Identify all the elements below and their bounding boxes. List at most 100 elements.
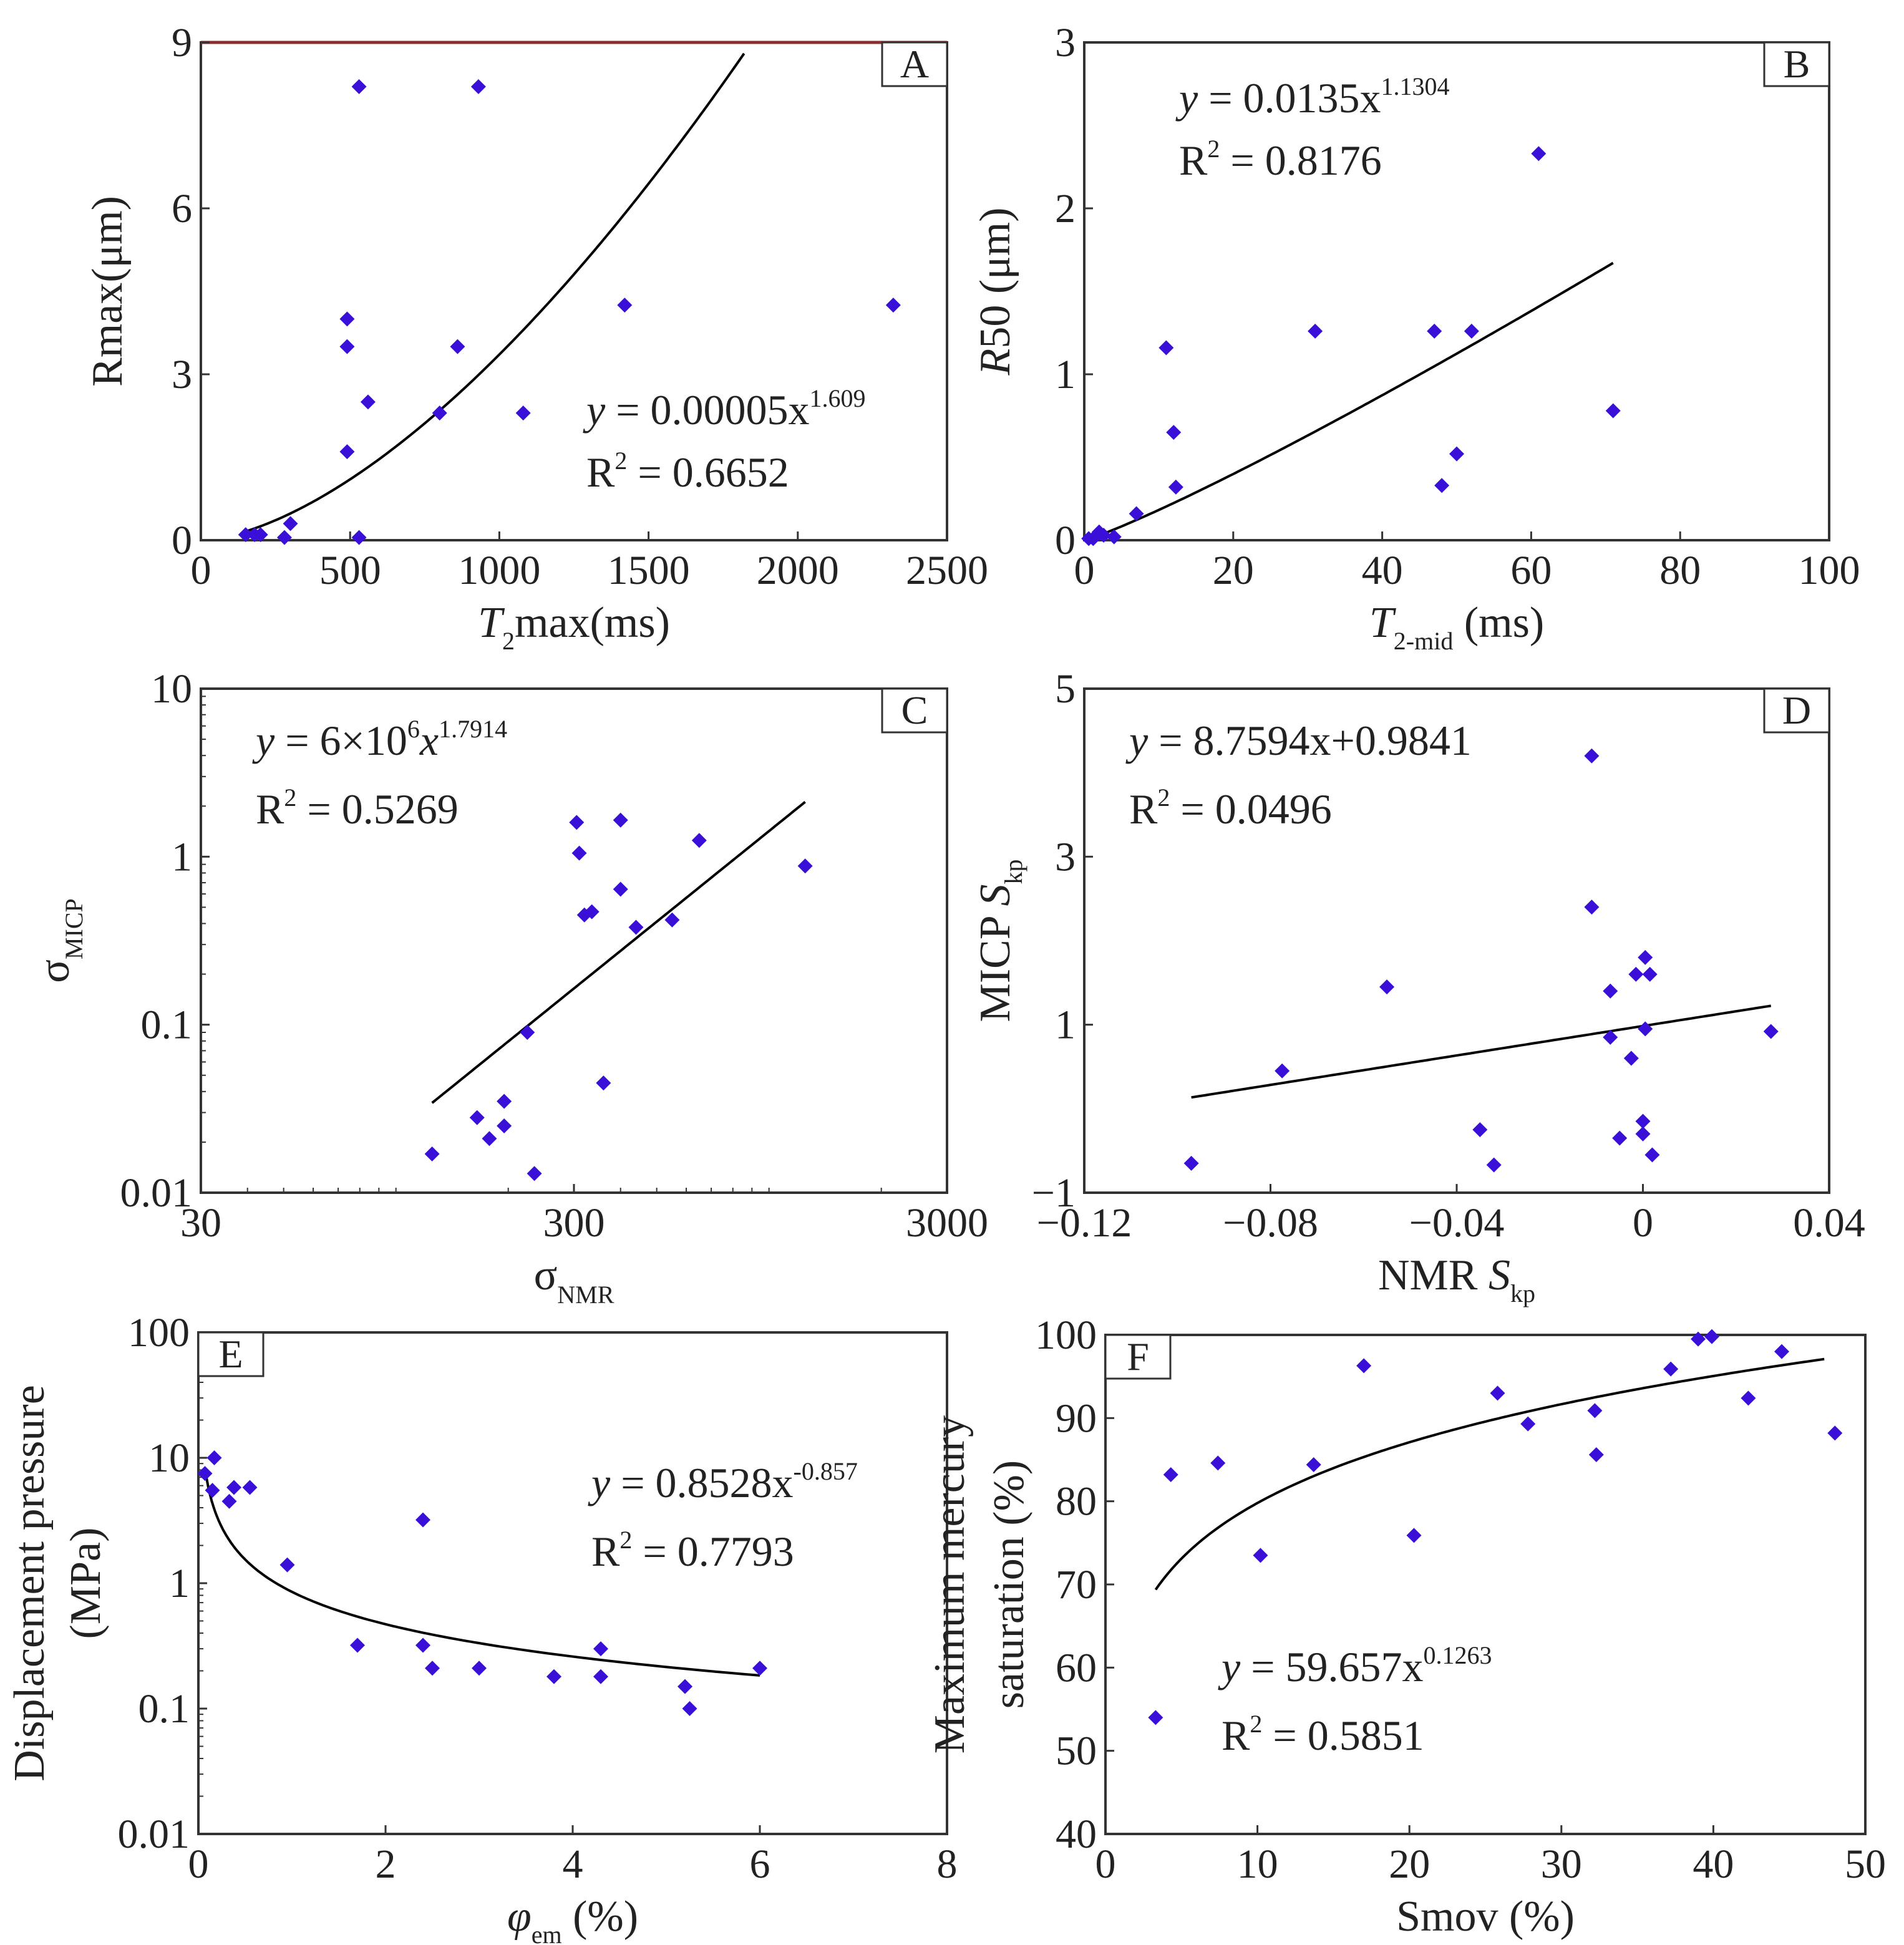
data-point — [613, 881, 628, 897]
x-tick-label: 40 — [1693, 1841, 1734, 1887]
fit-equation: y = 0.0135x1.1304 — [1175, 72, 1450, 122]
r-squared: R2 = 0.5269 — [256, 783, 459, 833]
data-point — [247, 527, 263, 543]
y-tick-label: 70 — [1056, 1562, 1097, 1608]
data-point — [469, 1110, 485, 1125]
x-axis-label: φem (%) — [507, 1893, 638, 1945]
data-point — [1490, 1385, 1505, 1401]
x-tick-label: 0 — [1095, 1841, 1116, 1887]
data-point — [1642, 966, 1658, 982]
x-tick-label: 8 — [937, 1841, 958, 1887]
y-tick-label: 3 — [1055, 20, 1076, 65]
y-axis-label: Rmax(μm) — [84, 196, 132, 387]
data-point — [885, 298, 901, 313]
data-point — [546, 1669, 561, 1684]
data-point — [1166, 425, 1182, 440]
x-axis-label: NMR Skp — [1378, 1251, 1535, 1307]
x-tick-label: 60 — [1510, 548, 1552, 593]
data-point — [1638, 949, 1653, 965]
data-point — [1096, 528, 1112, 543]
fit-equation: y = 0.00005x1.609 — [583, 384, 866, 434]
y-tick-label: 1 — [172, 834, 192, 880]
data-point — [1163, 1467, 1178, 1482]
x-tick-label: 20 — [1213, 548, 1254, 593]
data-point — [1663, 1361, 1679, 1377]
data-point — [360, 394, 376, 410]
y-tick-label: 1 — [1055, 352, 1076, 397]
data-point — [1148, 1710, 1163, 1725]
panel-tag: E — [218, 1332, 243, 1376]
x-tick-label: −0.12 — [1037, 1200, 1132, 1246]
y-axis-label-line1: Displacement pressure — [6, 1385, 54, 1782]
x-tick-label: 50 — [1845, 1841, 1886, 1887]
data-point — [527, 1166, 542, 1181]
r-squared: R2 = 0.8176 — [1179, 135, 1382, 184]
data-point — [283, 516, 298, 531]
y-tick-label: 9 — [172, 20, 192, 65]
data-point — [1449, 446, 1464, 462]
data-point — [1486, 1157, 1502, 1173]
y-tick-label: 0.01 — [118, 1812, 190, 1857]
data-point — [351, 530, 367, 545]
data-point — [1605, 403, 1621, 419]
data-point — [752, 1661, 767, 1676]
fit-equation: y = 59.657x0.1263 — [1218, 1641, 1492, 1690]
fit-equation: y = 0.8528x-0.857 — [588, 1457, 858, 1506]
y-tick-label: 1 — [169, 1561, 190, 1606]
data-point — [664, 912, 680, 928]
r-squared: R2 = 0.0496 — [1129, 783, 1332, 833]
panel-c: 30 300 3000 0.01 0.1 1 10 Cy = 6×106x1.7914 R2 =… — [31, 666, 988, 1309]
data-point — [351, 79, 367, 94]
y-tick-label: 100 — [1035, 1312, 1097, 1358]
data-point — [497, 1118, 512, 1133]
data-point — [424, 1146, 440, 1162]
data-point — [242, 1480, 258, 1495]
fit-equation: y = 6×106x1.7914 — [252, 715, 507, 764]
panel-f: 0 10 20 30 40 50 40 50 60 70 80 90 100 Fy = 59.657x0.… — [926, 1312, 1886, 1941]
data-point — [339, 444, 355, 460]
panel-tag-box — [881, 687, 948, 734]
fit-line — [1091, 261, 1614, 540]
panel-d: −0.12 −0.08 −0.04 0 0.04 −1 1 3 5 Dy = 8.7594x+0.… — [971, 666, 1865, 1307]
data-point — [1603, 1029, 1618, 1045]
y-tick-label: 6 — [172, 186, 192, 231]
data-point — [593, 1641, 608, 1657]
data-point — [678, 1679, 692, 1694]
data-point — [221, 1493, 237, 1509]
x-tick-label: 1500 — [608, 548, 690, 593]
r-squared: R2 = 0.7793 — [591, 1526, 794, 1575]
y-tick-label: 0.1 — [141, 1002, 193, 1048]
x-axis-label: Smov (%) — [1396, 1893, 1575, 1941]
data-point — [593, 1669, 608, 1684]
data-point — [1406, 1528, 1422, 1543]
x-axis-label: T2max(ms) — [478, 599, 670, 655]
data-point — [482, 1131, 497, 1147]
plot-frame — [1083, 41, 1830, 541]
x-tick-label: 20 — [1389, 1841, 1430, 1887]
x-tick-label: 0 — [1633, 1200, 1653, 1246]
x-tick-label: −0.08 — [1223, 1200, 1318, 1246]
fit-line — [1191, 1004, 1772, 1099]
data-point — [1306, 1457, 1321, 1472]
y-tick-label: 80 — [1056, 1479, 1097, 1525]
data-point — [1603, 983, 1618, 999]
data-point — [617, 298, 633, 313]
data-point — [520, 1024, 535, 1040]
y-axis-label-line1: Maximum mercury — [926, 1415, 974, 1753]
data-point — [1106, 529, 1122, 545]
y-axis-label: R50 (μm) — [971, 208, 1019, 376]
data-point — [415, 1637, 430, 1653]
x-tick-label: 6 — [750, 1841, 770, 1887]
x-tick-label: 2 — [376, 1841, 396, 1887]
x-tick-label: 10 — [1237, 1841, 1278, 1887]
data-point — [1253, 1548, 1268, 1563]
data-point — [497, 1094, 512, 1109]
data-point — [1427, 323, 1442, 339]
x-tick-label: 4 — [563, 1841, 583, 1887]
y-tick-label: 0.1 — [138, 1686, 190, 1732]
data-point — [691, 833, 707, 848]
data-point — [206, 1450, 222, 1465]
data-point — [1612, 1130, 1628, 1146]
data-point — [1628, 966, 1644, 982]
x-tick-label: 30 — [1541, 1841, 1582, 1887]
